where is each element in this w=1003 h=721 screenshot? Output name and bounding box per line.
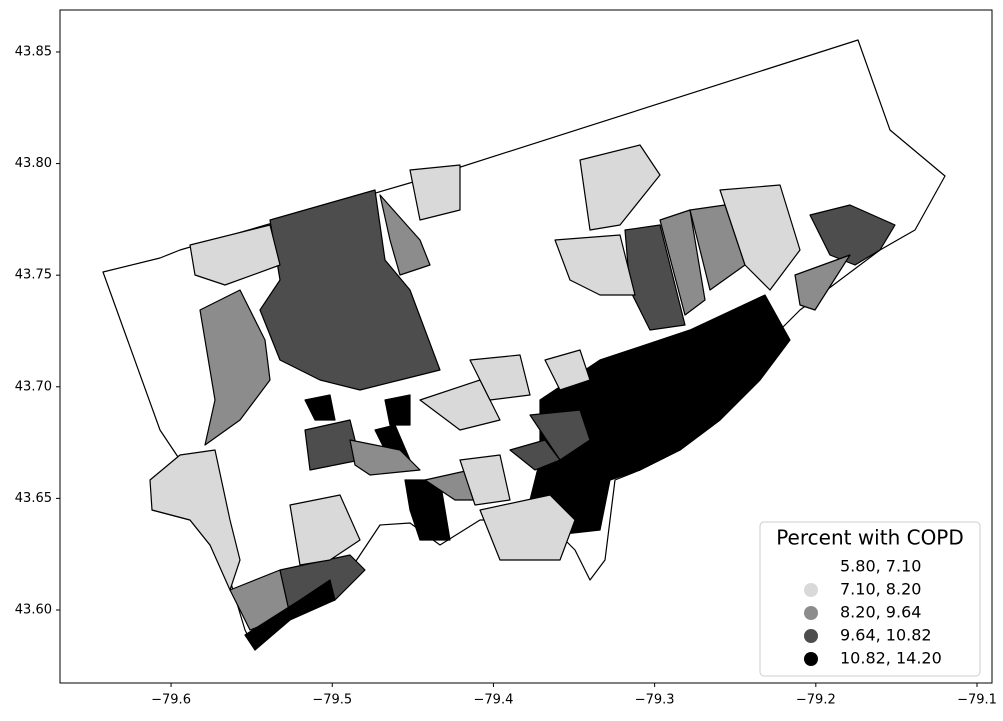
region bbox=[289, 494, 361, 566]
region bbox=[349, 439, 421, 476]
region bbox=[809, 204, 896, 266]
region bbox=[719, 184, 801, 291]
x-tick-label: −79.3 bbox=[635, 693, 675, 708]
y-tick-label: 43.65 bbox=[15, 491, 52, 506]
x-tick-label: −79.6 bbox=[151, 693, 191, 708]
legend-marker bbox=[804, 652, 818, 666]
region bbox=[149, 449, 241, 591]
region bbox=[579, 144, 661, 231]
region bbox=[479, 494, 576, 561]
region bbox=[544, 349, 591, 391]
x-tick-label: −79.2 bbox=[796, 693, 836, 708]
region bbox=[304, 394, 336, 421]
legend-marker bbox=[804, 583, 818, 597]
region bbox=[659, 209, 706, 316]
x-tick-label: −79.1 bbox=[957, 693, 997, 708]
y-tick-label: 43.60 bbox=[15, 603, 52, 618]
region bbox=[244, 579, 336, 651]
region bbox=[419, 379, 501, 431]
y-tick-label: 43.80 bbox=[15, 156, 52, 171]
legend-marker bbox=[804, 629, 818, 643]
region bbox=[384, 394, 411, 426]
region bbox=[469, 354, 531, 401]
legend-label: 9.64, 10.82 bbox=[840, 626, 932, 645]
y-tick-label: 43.85 bbox=[15, 44, 52, 59]
legend-marker bbox=[804, 606, 818, 620]
legend-label: 8.20, 9.64 bbox=[840, 603, 921, 622]
legend-label: 10.82, 14.20 bbox=[840, 649, 942, 668]
legend-title: Percent with COPD bbox=[776, 526, 964, 550]
x-tick-label: −79.4 bbox=[474, 693, 514, 708]
region bbox=[199, 289, 271, 446]
region bbox=[379, 194, 431, 276]
region bbox=[189, 224, 281, 286]
legend-label: 7.10, 8.20 bbox=[840, 580, 921, 599]
region bbox=[529, 409, 591, 461]
y-tick-label: 43.75 bbox=[15, 268, 52, 283]
legend-marker bbox=[804, 560, 818, 574]
neighbourhoods bbox=[102, 39, 946, 651]
x-tick-label: −79.5 bbox=[312, 693, 352, 708]
y-tick-label: 43.70 bbox=[15, 379, 52, 394]
legend-label: 5.80, 7.10 bbox=[840, 557, 921, 576]
region bbox=[459, 454, 511, 506]
region bbox=[259, 189, 441, 391]
region bbox=[409, 164, 461, 221]
region bbox=[554, 234, 636, 296]
region bbox=[794, 254, 851, 311]
